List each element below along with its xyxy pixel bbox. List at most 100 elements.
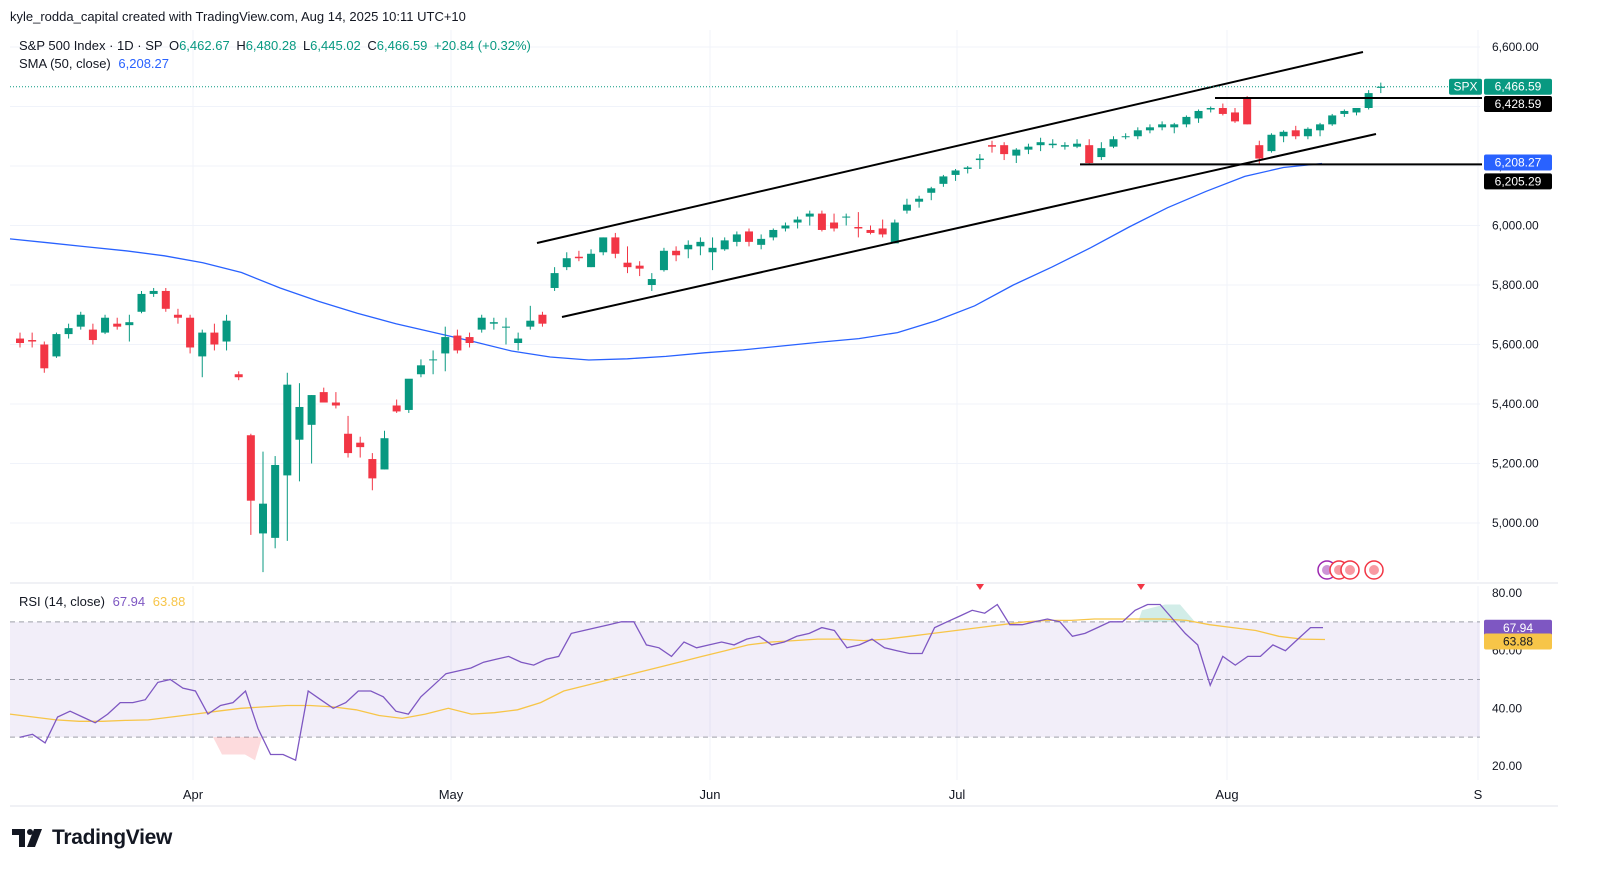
candle-body [1036, 142, 1045, 146]
sma-legend[interactable]: SMA (50, close) 6,208.27 [19, 56, 169, 71]
sma-50-line [9, 162, 1323, 361]
price-tick-label: 5,400.00 [1492, 397, 1539, 411]
candle-body [52, 334, 61, 357]
spx-price-badge-bg [1484, 78, 1552, 95]
candle-body [732, 234, 741, 242]
candle-body [635, 265, 644, 269]
candle-body [295, 406, 304, 440]
candle-body [526, 320, 535, 327]
spx-ticker-badge-bg [1449, 78, 1482, 95]
candle-body [708, 247, 717, 253]
candle-body [1255, 145, 1264, 159]
candle-body [1291, 130, 1300, 137]
candle-body [161, 290, 170, 309]
candle-body [842, 216, 851, 218]
price-tick-label: 6,600.00 [1492, 40, 1539, 54]
candle-body [1206, 107, 1215, 110]
candle-body [1267, 134, 1276, 152]
rsi-ma-badge-text: 63.88 [1503, 634, 1533, 648]
candle-body [307, 395, 316, 425]
rsi-label: RSI (14, close) [19, 594, 105, 609]
candle-body [222, 320, 231, 342]
support-badge-bg [1484, 173, 1552, 190]
candle-body [1048, 143, 1057, 146]
candle-body [380, 438, 389, 470]
low-value: 6,445.02 [310, 38, 361, 53]
spx-price-badge-text: 6,466.59 [1495, 80, 1542, 94]
sma-badge-text: 6,208.27 [1495, 156, 1542, 170]
candle-body [587, 253, 596, 268]
main-legend[interactable]: S&P 500 Index · 1D · SP O6,462.67 H6,480… [19, 38, 531, 53]
candle-body [1316, 124, 1325, 131]
candle-body [1364, 93, 1373, 108]
rsi-legend[interactable]: RSI (14, close) 67.94 63.88 [19, 594, 185, 609]
candle-body [927, 188, 936, 193]
candle-body [1231, 112, 1239, 122]
candle-body [830, 222, 839, 229]
candle-body [878, 228, 887, 235]
open-value: 6,462.67 [179, 38, 230, 53]
time-tick-label: S [1474, 787, 1483, 802]
candle-body [16, 338, 24, 344]
rsi-line [19, 603, 1323, 762]
candle-body [623, 262, 632, 268]
candle-body [1279, 131, 1288, 137]
tradingview-logo[interactable]: TradingView [12, 826, 172, 850]
upper-channel-line [536, 51, 1364, 244]
candle-body [988, 145, 996, 147]
candle-body [76, 314, 85, 327]
candle-body [429, 359, 438, 361]
candle-body [599, 237, 608, 253]
candle-body [890, 222, 899, 244]
divergence-marker-icon [1137, 584, 1145, 590]
candle-body [684, 244, 693, 250]
price-tick-label: 6,000.00 [1492, 219, 1539, 233]
rsi-badge-text: 67.94 [1503, 621, 1533, 635]
high-value: 6,480.28 [245, 38, 297, 53]
candle-body [1024, 146, 1033, 150]
candle-body [392, 405, 401, 412]
support-badge-text: 6,205.29 [1495, 174, 1542, 188]
candle-body [745, 231, 753, 242]
candle-body [696, 241, 705, 247]
candle-body [271, 464, 280, 538]
candle-body [259, 503, 267, 534]
rsi-ma-value: 63.88 [152, 594, 186, 609]
rsi-badge: 67.94 [1484, 619, 1552, 636]
candle-body [550, 273, 559, 288]
candle-body [902, 204, 911, 211]
candle-body [1012, 149, 1021, 156]
candle-body [963, 167, 972, 169]
candle-body [1073, 143, 1082, 147]
candle-body [149, 290, 158, 294]
candle-body [1133, 130, 1142, 137]
spx-price-badge: 6,466.59 [1484, 78, 1552, 95]
sma-badge-bg [1484, 154, 1552, 171]
candle-body [283, 384, 292, 476]
close-label: C [367, 38, 377, 53]
candle-body [720, 240, 729, 250]
candle-body [319, 392, 328, 403]
rsi-ma-line [9, 618, 1326, 722]
high-label: H [236, 38, 246, 53]
rsi-tick-label: 40.00 [1492, 701, 1522, 715]
candle-body [64, 328, 73, 335]
candle-body [854, 226, 863, 229]
candle-body [769, 229, 778, 238]
candle-body [441, 337, 450, 354]
change-value: +20.84 (+0.32%) [434, 38, 531, 53]
attribution: kyle_rodda_capital created with TradingV… [10, 9, 466, 24]
candle-body [416, 365, 425, 375]
rsi-ma-badge-bg [1484, 633, 1552, 650]
candle-body [88, 329, 97, 341]
price-tick-label: 5,800.00 [1492, 278, 1539, 292]
candle-body [465, 337, 474, 344]
candle-body [1340, 110, 1349, 114]
candle-body [866, 229, 875, 233]
candle-body [514, 338, 523, 344]
candle-body [659, 250, 668, 271]
candle-body [477, 317, 486, 330]
candle-body [939, 176, 948, 184]
candle-body [1085, 145, 1094, 164]
